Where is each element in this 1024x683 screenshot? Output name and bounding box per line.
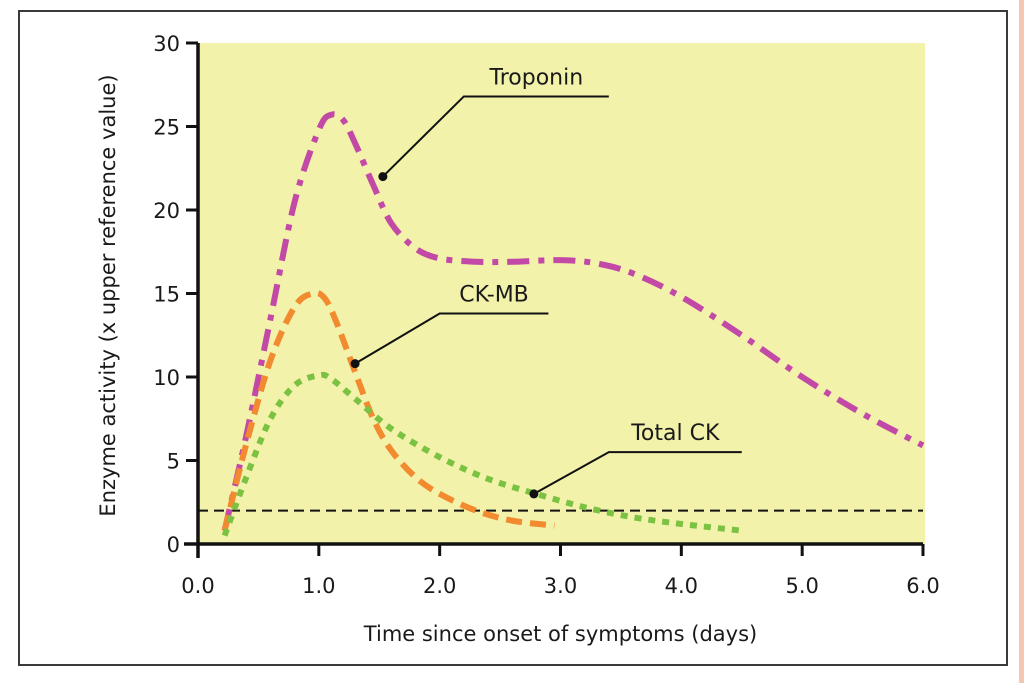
leader-dot-ck-mb <box>350 359 360 369</box>
annotation-label-troponin: Troponin <box>489 65 584 90</box>
y-tick-label: 5 <box>167 450 180 474</box>
x-tick-label: 3.0 <box>544 574 577 598</box>
x-tick-label: 4.0 <box>665 574 698 598</box>
x-tick-label: 0.0 <box>181 574 214 598</box>
y-axis-title: Enzyme activity (x upper reference value… <box>96 74 120 516</box>
leader-line-total-ck <box>533 451 742 495</box>
y-tick-label: 20 <box>153 199 180 223</box>
x-tick-label: 6.0 <box>906 574 939 598</box>
y-tick-label: 30 <box>153 32 180 56</box>
y-tick-label: 25 <box>153 116 180 140</box>
x-tick-label: 1.0 <box>302 574 335 598</box>
y-tick-label: 15 <box>153 283 180 307</box>
leader-dot-troponin <box>378 172 388 182</box>
page-edge-strip <box>1019 0 1024 683</box>
series-line-troponin <box>221 111 925 532</box>
y-tick-label: 10 <box>153 366 180 390</box>
x-tick-label: 2.0 <box>423 574 456 598</box>
x-tick-label: 5.0 <box>785 574 818 598</box>
annotation-label-total-ck: Total CK <box>630 421 720 446</box>
annotation-label-ck-mb: CK-MB <box>459 283 529 308</box>
y-tick-label: 0 <box>167 533 180 557</box>
x-axis-title: Time since onset of symptoms (days) <box>363 622 757 646</box>
series-line-total-ck <box>221 371 743 537</box>
leader-line-troponin <box>382 95 609 178</box>
leader-line-ck-mb <box>354 312 549 365</box>
leader-dot-total-ck <box>529 489 539 499</box>
